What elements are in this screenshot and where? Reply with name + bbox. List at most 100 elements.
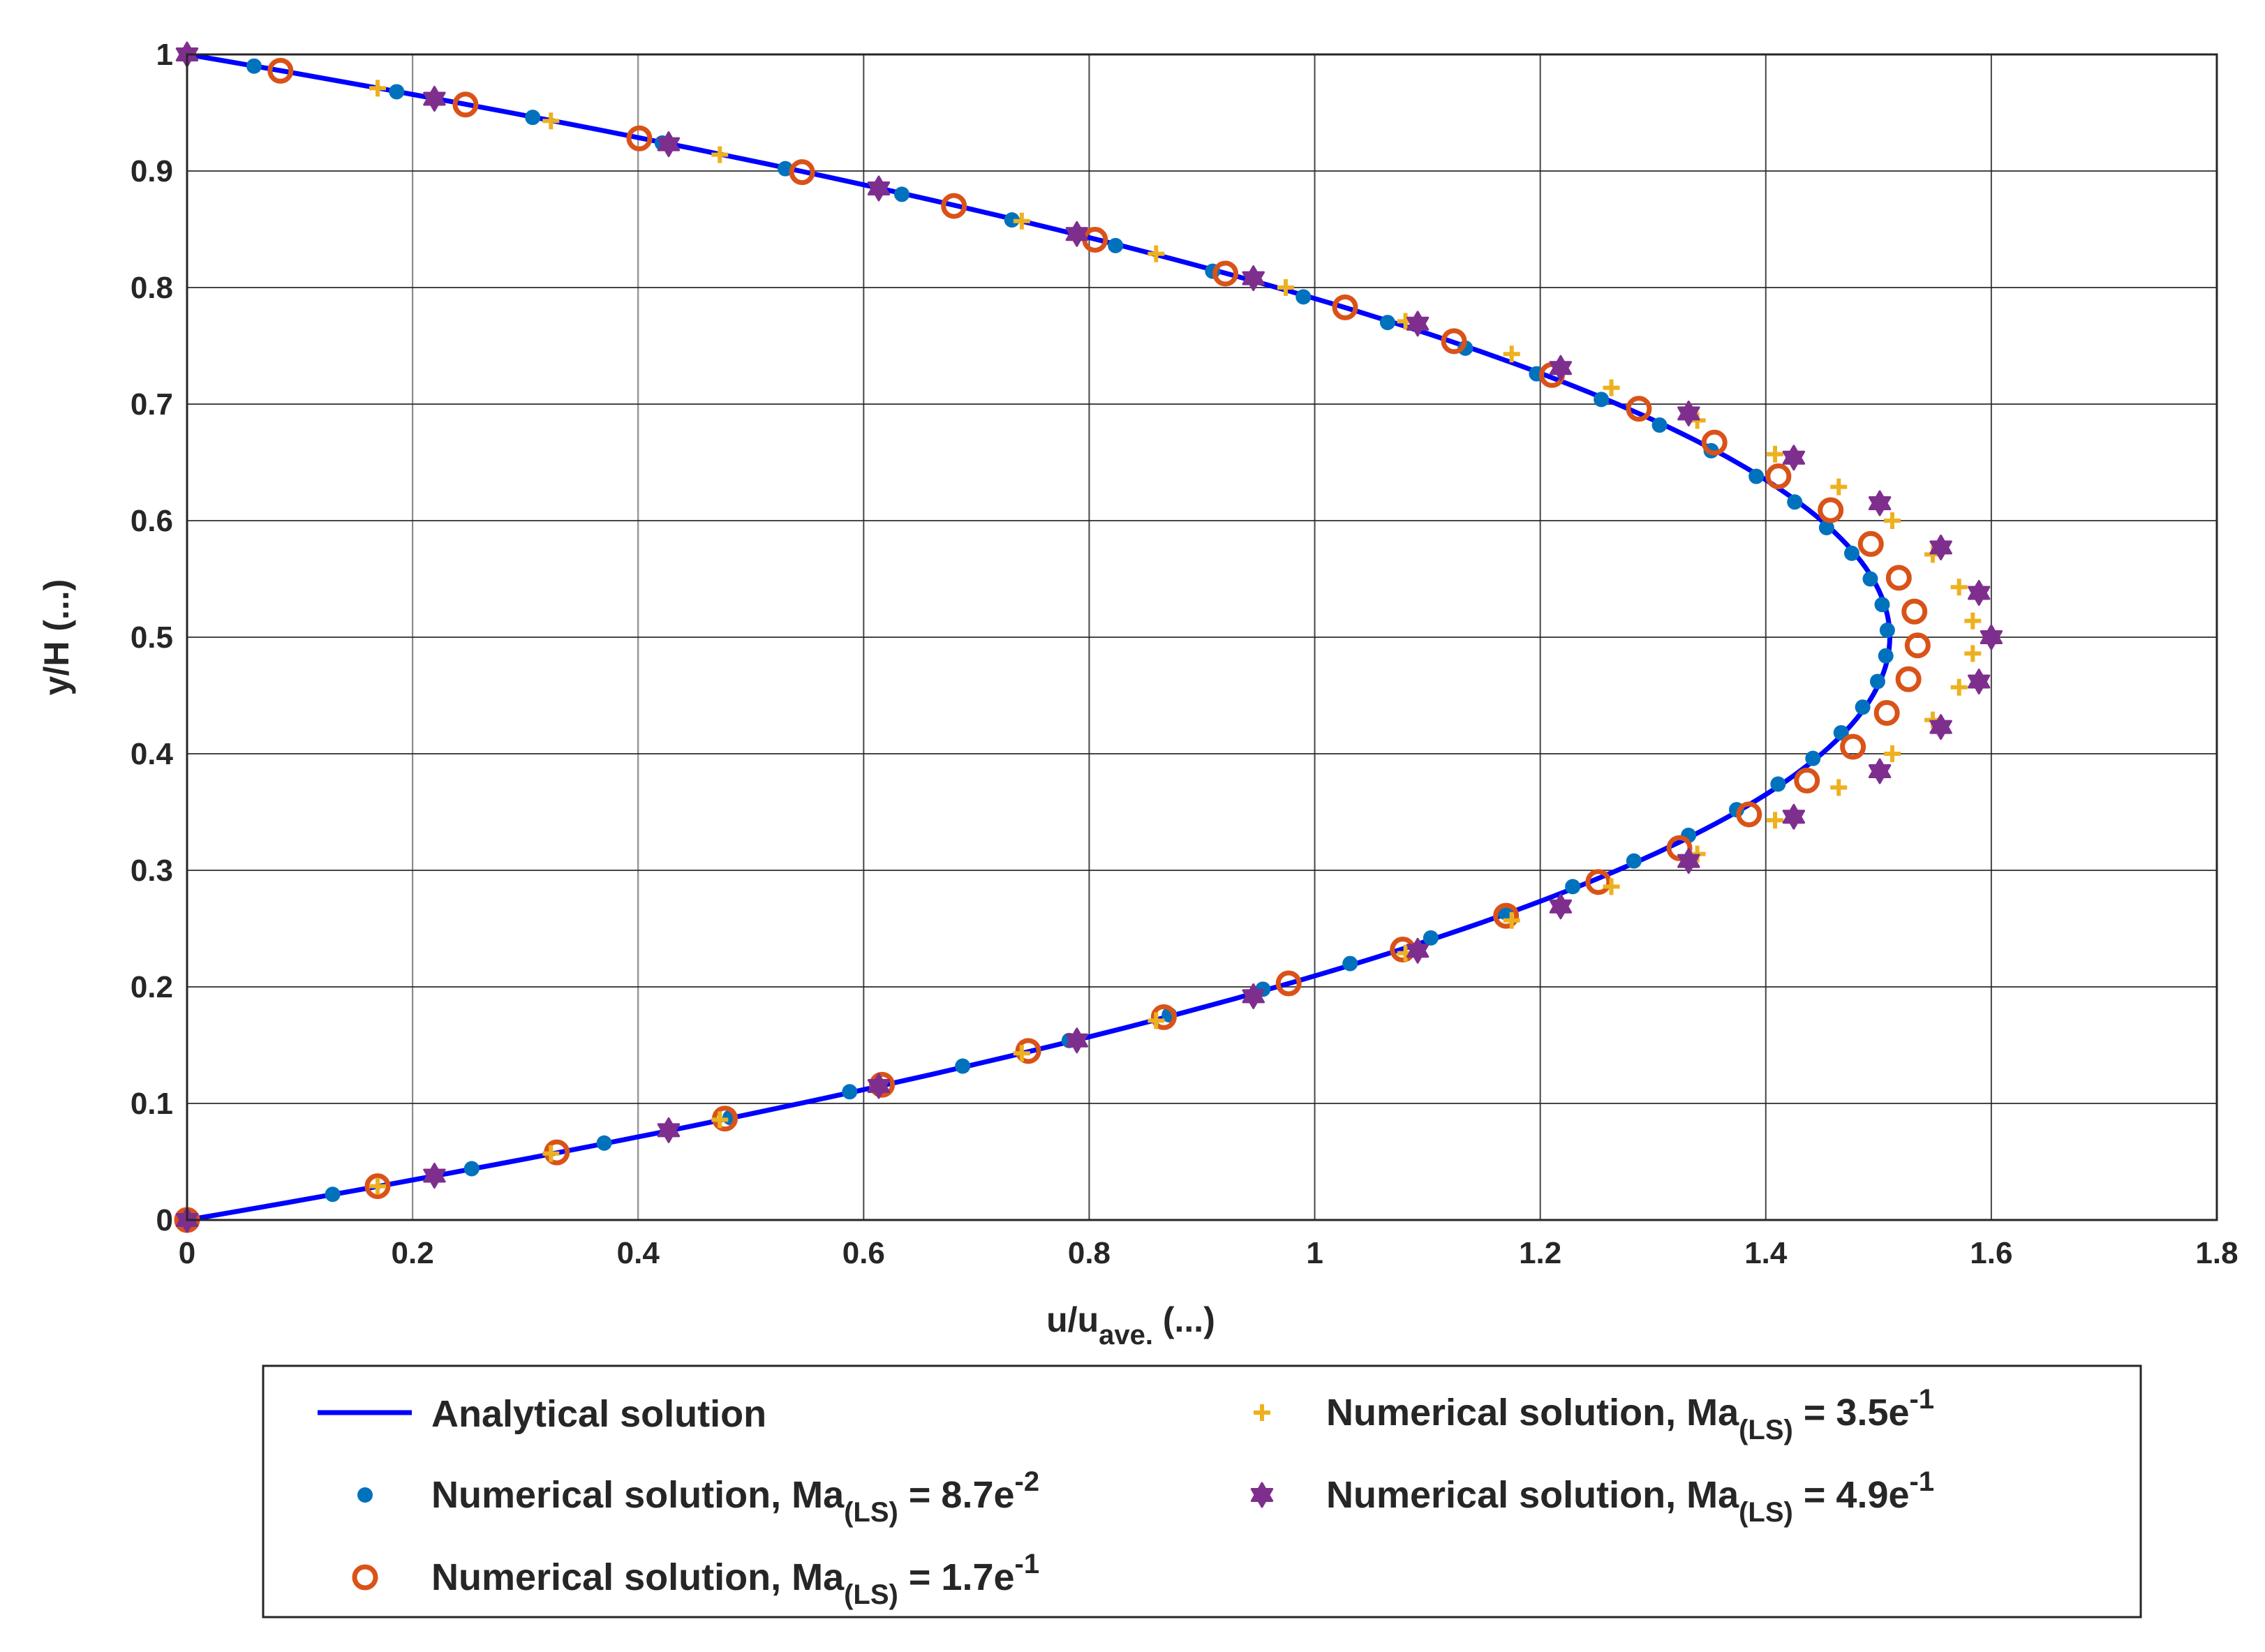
legend-label-analytical: Analytical solution [431,1393,766,1435]
legend-label-subscript: (LS) [844,1579,898,1610]
data-point [1968,669,1991,694]
data-point [1148,1012,1165,1029]
data-point [1782,803,1806,830]
data-point [1904,632,1931,659]
data-point [1901,598,1928,625]
data-point [867,175,891,202]
grid [187,54,2217,1220]
data-point [1818,520,1834,536]
x-tick-label: 0.4 [617,1236,660,1270]
y-tick-label: 0.6 [131,504,173,538]
data-point [1843,545,1859,561]
x-tick-label: 1.4 [1744,1236,1788,1270]
data-point [1765,463,1792,490]
data-point [1148,245,1165,262]
data-point [1878,648,1894,664]
legend-label-value: = 4.9e [1793,1474,1910,1516]
y-tick-label: 0.9 [131,154,173,188]
data-point [1767,445,1784,463]
data-point [1406,937,1429,964]
data-point [246,58,262,74]
data-point [596,1135,612,1151]
y-tick-label: 0.2 [131,970,173,1004]
data-point [1626,396,1652,422]
data-point [1277,279,1294,296]
y-axis-title: y/H (...) [37,579,76,696]
data-point [1782,445,1806,471]
data-point [626,125,653,151]
data-point [1964,612,1982,630]
data-point [1884,745,1901,762]
legend-label-value: = 1.7e [898,1556,1015,1598]
data-point [1065,221,1088,247]
legend-label-exponent: -1 [1910,1466,1935,1497]
legend-label-hexagram: Numerical solution, Ma(LS) = 4.9e-1 [1326,1466,1934,1528]
data-point [1065,1027,1088,1054]
data-point [1242,983,1265,1009]
data-point [1212,260,1239,287]
data-point [423,1163,446,1189]
data-point [657,131,681,158]
data-point [1873,700,1900,727]
data-point [1603,379,1620,396]
data-point [1868,758,1892,784]
data-point [1767,812,1784,829]
data-point [463,1161,480,1177]
y-tick-label: 0.4 [131,737,174,771]
legend-label-exponent: -1 [1910,1384,1935,1415]
data-point [778,161,794,177]
data-point [1503,911,1520,929]
data-point [1950,678,1968,696]
legend-label-dot: Numerical solution, Ma(LS) = 8.7e-2 [431,1466,1039,1528]
plot-frame [186,53,2218,1221]
x-axis-title-unit: (...) [1153,1300,1215,1339]
data-point [1830,779,1848,796]
series-hexagram [175,41,2003,1233]
legend-swatch-hexagram [1250,1482,1274,1508]
y-tick-label: 0 [156,1203,173,1237]
legend-label-exponent: -2 [1015,1466,1040,1497]
data-point [1950,579,1968,596]
legend-label-value: = 3.5e [1793,1392,1910,1434]
data-point [657,1117,681,1143]
data-point [1884,512,1901,529]
data-point [1968,580,1991,606]
data-point [1275,970,1302,997]
data-point [941,193,967,219]
data-point [1701,429,1728,456]
data-point [1857,530,1884,557]
data-point [1855,699,1871,715]
data-point [1242,265,1265,292]
data-point [423,86,446,112]
y-tick-label: 0.1 [131,1087,173,1121]
data-point [1503,345,1520,363]
series-layer [174,41,2003,1233]
data-point [1677,848,1700,875]
data-point [955,1058,971,1074]
data-point [325,1186,341,1203]
x-tick-label: 1.8 [2195,1236,2238,1270]
data-point [1150,1004,1177,1030]
data-point [1748,468,1765,484]
data-point [1929,534,1952,560]
legend-swatch-circle [352,1564,378,1591]
x-tick-label: 0.6 [842,1236,885,1270]
legend-label-value: = 8.7e [898,1474,1015,1516]
legend-label-subscript: (LS) [1739,1497,1793,1528]
data-point [1840,734,1866,760]
data-point [1626,853,1642,869]
data-point [1603,878,1620,895]
data-point [1677,400,1700,426]
legend-label-name: Numerical solution, Ma [431,1556,845,1598]
data-point [1493,902,1520,929]
legend-entries: Numerical solution, Ma(LS) = 8.7e-2Numer… [352,1384,1935,1610]
data-point [1929,714,1952,741]
data-point [452,91,479,118]
legend-label-name: Numerical solution, Ma [1326,1392,1739,1434]
data-point [1594,392,1610,408]
data-point [389,84,405,100]
data-point [1406,311,1429,337]
legend-label-subscript: (LS) [844,1497,898,1528]
data-point [1549,355,1573,381]
